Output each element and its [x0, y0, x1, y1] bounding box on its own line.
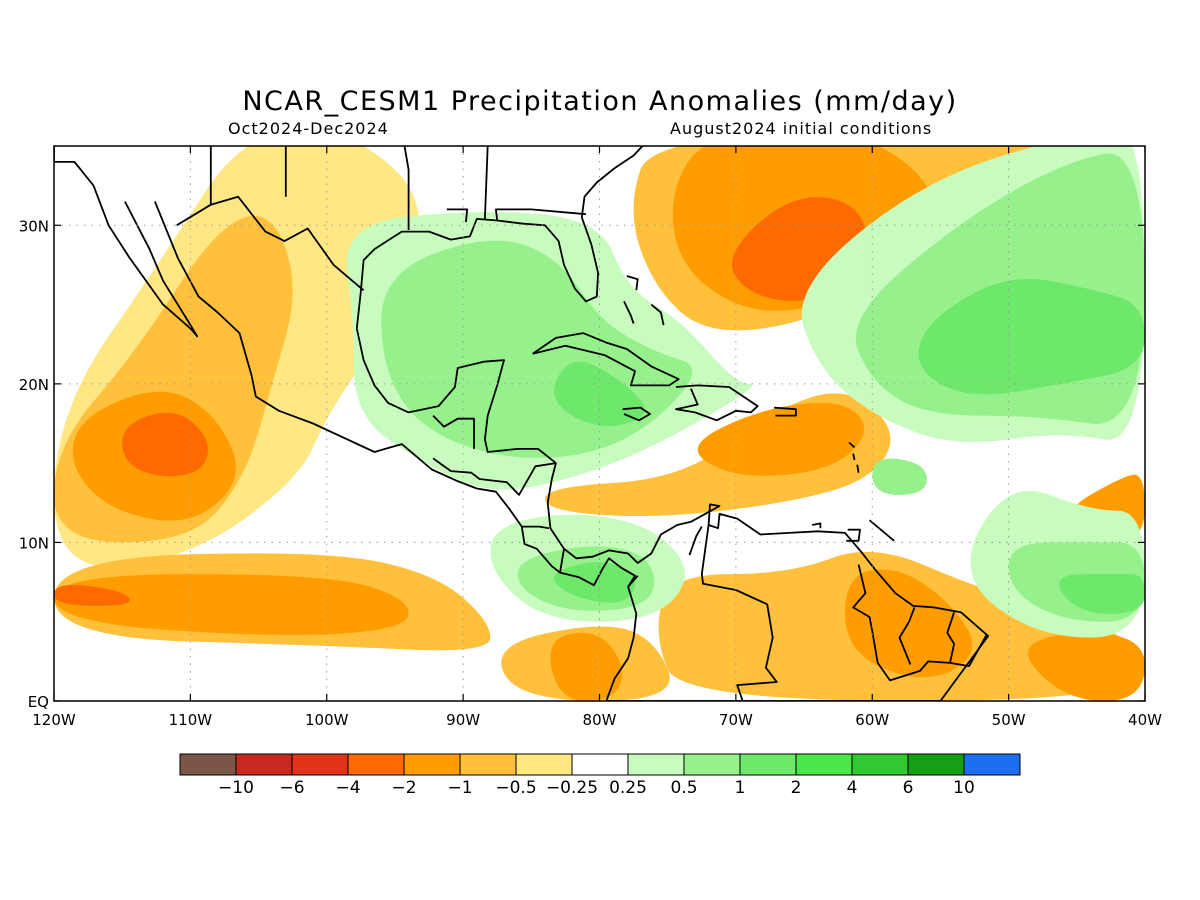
lat-tick-label: EQ: [28, 693, 49, 711]
colorbar-swatch: [459, 753, 517, 776]
anomaly-region-19: [381, 240, 693, 458]
anomaly-region-27: [872, 458, 927, 495]
colorbar-label: 6: [903, 778, 914, 798]
colorbar-label: −4: [335, 778, 360, 798]
colorbar-label: −10: [218, 778, 254, 798]
land-outline-20: [495, 208, 532, 221]
colorbar-label: −2: [391, 778, 416, 798]
anomaly-region-26: [918, 278, 1145, 395]
colorbar-swatch: [907, 753, 965, 776]
land-outline-23: [432, 457, 494, 482]
anomaly-shading: [54, 146, 1145, 701]
land-outline-13: [848, 441, 856, 448]
colorbar-label: −1: [447, 778, 472, 798]
lon-tick-label: 110W: [169, 711, 213, 729]
land-outline-22: [432, 414, 475, 449]
land-outline-12: [856, 464, 860, 473]
land-outline-33: [949, 633, 988, 667]
anomaly-region-8: [550, 632, 623, 701]
lon-tick-label: 90W: [446, 711, 480, 729]
colorbar-swatch: [235, 753, 293, 776]
axis-ticks: 120W 110W 100W 90W 80W 70W 60W 50W 40W EQ 10N 20N 30…: [19, 146, 1162, 729]
land-outline-8: [626, 275, 639, 291]
initial-conditions-label: August2024 initial conditions: [670, 119, 933, 138]
colorbar-swatch: [851, 753, 909, 776]
land-outline-28: [700, 524, 778, 701]
land-outline-0: [92, 185, 199, 338]
land-outline-29: [688, 526, 703, 556]
land-outline-18: [446, 208, 469, 223]
land-outline-2: [532, 332, 680, 387]
land-outline-6: [846, 528, 861, 542]
colorbar-swatch: [739, 753, 797, 776]
colorbar-label: −6: [279, 778, 304, 798]
coastlines: [54, 146, 990, 701]
land-outline-7: [812, 522, 822, 529]
colorbar-label: −0.5: [495, 778, 536, 798]
land-outline-19: [484, 146, 489, 219]
gridlines: [54, 146, 1145, 701]
land-outline-24: [492, 462, 557, 496]
colorbar-swatch: [179, 753, 237, 776]
anomaly-region-3: [122, 412, 208, 477]
land-outline-9: [623, 301, 635, 324]
land-outline-10: [650, 303, 665, 326]
lon-tick-label: 80W: [583, 711, 617, 729]
lon-tick-label: 50W: [992, 711, 1026, 729]
anomaly-region-16: [1028, 633, 1145, 701]
lat-tick-label: 10N: [19, 534, 49, 552]
map-title: NCAR_CESM1 Precipitation Anomalies (mm/d…: [242, 86, 958, 117]
colorbar-label: 10: [953, 778, 975, 798]
land-outline-4: [622, 406, 651, 422]
land-outline-31: [898, 607, 916, 665]
land-outline-21: [531, 208, 586, 216]
forecast-period: Oct2024-Dec2024: [228, 119, 389, 138]
land-outline-1: [54, 146, 990, 701]
colorbar-swatch: [795, 753, 853, 776]
lat-tick-label: 30N: [19, 217, 49, 235]
colorbar-label: 0.5: [670, 778, 697, 798]
colorbar-label: 2: [791, 778, 802, 798]
colorbar-swatch: [963, 753, 1021, 776]
lon-tick-label: 100W: [305, 711, 349, 729]
anomaly-region-5: [54, 574, 409, 635]
land-outline-25: [521, 525, 550, 530]
colorbar-swatch: [403, 753, 461, 776]
anomaly-region-6: [54, 585, 130, 606]
land-outline-34: [868, 519, 895, 542]
colorbar: −10 −6 −4 −2 −1 −0.5 −0.25 0.25 0.5 1 2 4 6 10: [179, 753, 1021, 798]
colorbar-swatch: [347, 753, 405, 776]
land-outline-32: [946, 611, 955, 664]
lon-tick-label: 60W: [855, 711, 889, 729]
land-outline-30: [852, 564, 951, 682]
lon-tick-label: 40W: [1128, 711, 1162, 729]
anomaly-region-13: [697, 402, 865, 476]
colorbar-swatch: [683, 753, 741, 776]
land-outline-27: [627, 575, 639, 588]
anomaly-region-30: [1059, 574, 1145, 614]
colorbar-swatch: [571, 753, 629, 776]
land-outline-11: [852, 453, 856, 461]
colorbar-label: −0.25: [546, 778, 598, 798]
colorbar-label: 4: [847, 778, 858, 798]
land-outline-3: [675, 384, 759, 422]
colorbar-swatch: [515, 753, 573, 776]
lat-tick-label: 20N: [19, 376, 49, 394]
land-outline-14: [176, 195, 365, 291]
colorbar-label: 1: [735, 778, 746, 798]
lon-tick-label: 70W: [719, 711, 753, 729]
colorbar-swatch: [627, 753, 685, 776]
colorbar-swatch: [291, 753, 349, 776]
land-outline-26: [559, 548, 565, 573]
colorbar-label: 0.25: [609, 778, 647, 798]
land-outline-17: [403, 146, 410, 230]
lon-tick-label: 120W: [32, 711, 76, 729]
land-outline-5: [774, 406, 797, 417]
